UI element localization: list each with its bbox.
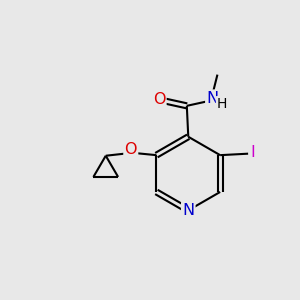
- Text: N: N: [206, 91, 218, 106]
- Text: N: N: [182, 203, 194, 218]
- Text: O: O: [124, 142, 137, 157]
- Text: I: I: [250, 145, 255, 160]
- Text: O: O: [153, 92, 165, 106]
- Text: H: H: [217, 97, 227, 111]
